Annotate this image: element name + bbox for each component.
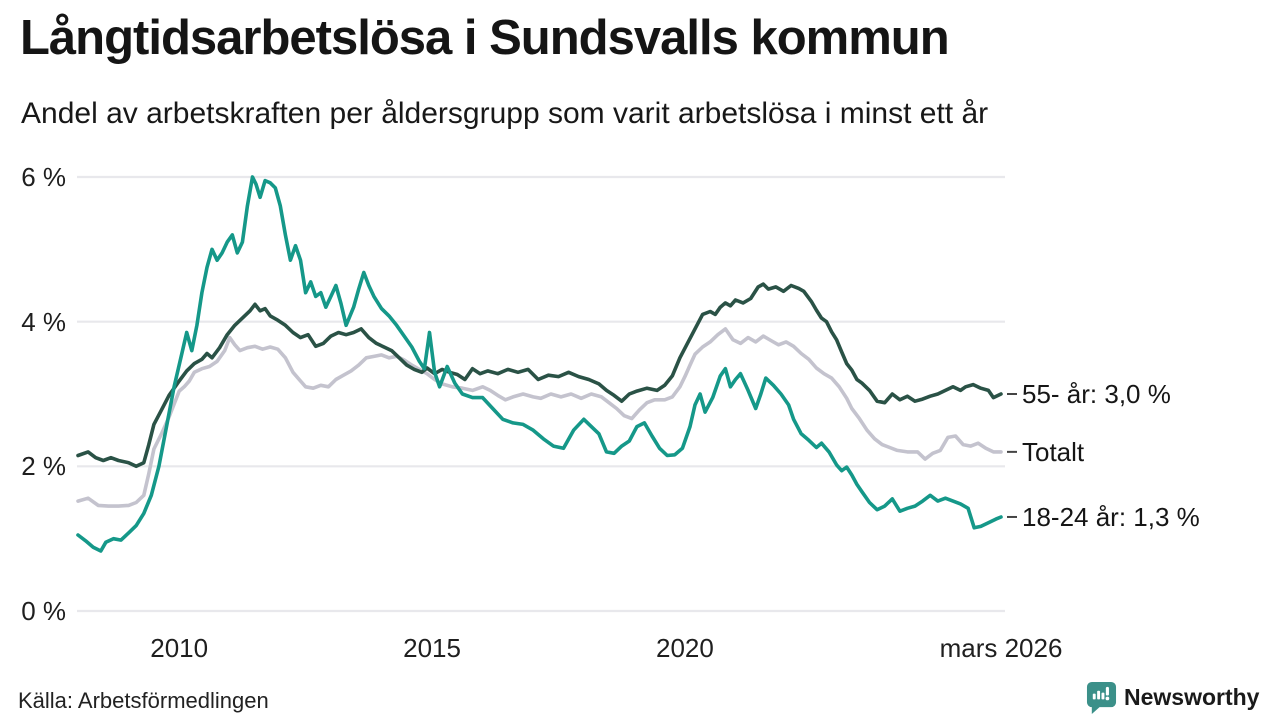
series-label-18-24-text: 18-24 år: 1,3 %: [1022, 501, 1200, 532]
page-title: Långtidsarbetslösa i Sundsvalls kommun: [20, 11, 950, 65]
x-tick-label: 2015: [403, 633, 461, 663]
y-tick-label: 0 %: [21, 596, 66, 626]
y-tick-label: 2 %: [21, 451, 66, 482]
series-label-18-24: 18-24 år: 1,3 %: [1022, 501, 1200, 533]
series-line-55- år: [76, 282, 1003, 469]
newsworthy-logo: Newsworthy: [1086, 680, 1259, 714]
series-label-55-text: 55- år: 3,0 %: [1022, 379, 1171, 409]
page-subtitle: Andel av arbetskraften per åldersgrupp s…: [21, 97, 989, 130]
y-tick-label: 6 %: [21, 162, 66, 192]
source-note: Källa: Arbetsförmedlingen: [18, 688, 269, 713]
y-tick-label: 4 %: [21, 306, 66, 337]
x-tick-label: 2020: [655, 633, 714, 663]
series-label-55: 55- år: 3,0 %: [1022, 378, 1171, 410]
series-label-totalt: Totalt: [1022, 436, 1084, 468]
x-tick-label: mars 2026: [939, 633, 1063, 663]
series-line-Totalt: [76, 327, 1003, 508]
newsworthy-wordmark: Newsworthy: [1124, 684, 1260, 710]
newsworthy-icon: [1086, 681, 1117, 714]
series-label-totalt-text: Totalt: [1022, 436, 1085, 467]
x-tick-label: 2010: [150, 633, 209, 663]
series-line-18-24 år: [76, 175, 1003, 553]
